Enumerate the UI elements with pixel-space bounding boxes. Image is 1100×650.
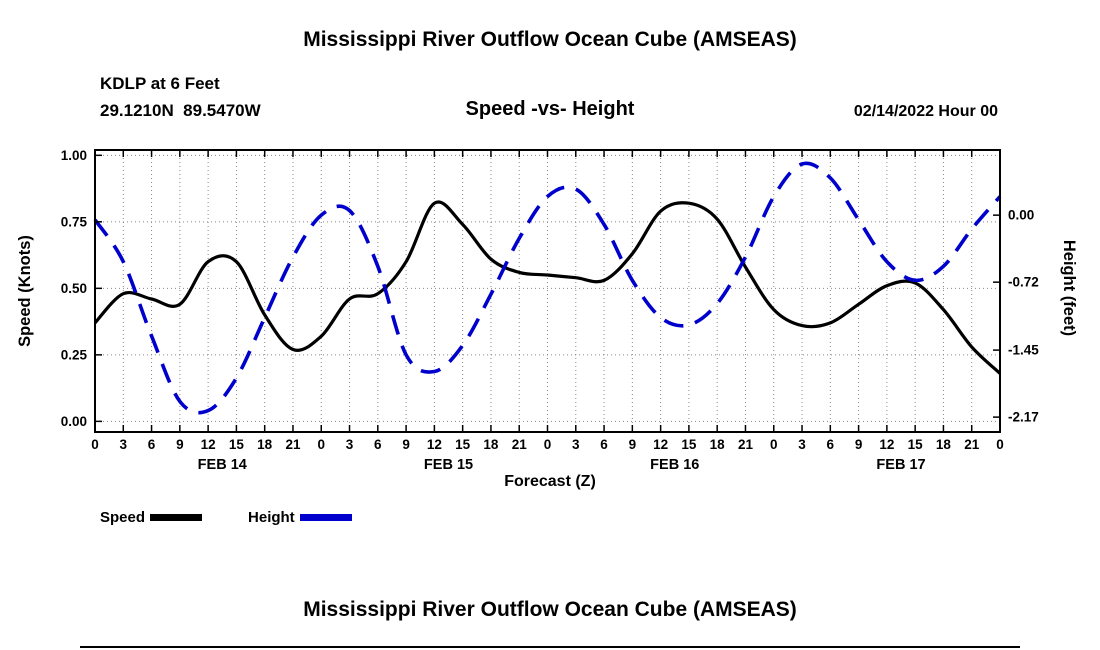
right-axis-title: Height (feet)	[1060, 240, 1078, 336]
series-lines	[93, 161, 1002, 415]
tick-labels: 0 3 6 9 12 15 18 21 0 3 6 9 12 15 18 21 0 3 6 9 12 15 18 21 0 3 6 9…	[61, 148, 1040, 473]
x-tick-label: 18	[710, 437, 726, 452]
x-tick-label: 12	[879, 437, 894, 452]
coordinates-label: 29.1210N 89.5470W	[100, 101, 261, 120]
right-tick-label: -1.45	[1008, 343, 1039, 358]
x-axis-title: Forecast (Z)	[504, 473, 596, 490]
x-tick-label: 0	[996, 437, 1004, 452]
x-tick-label: 6	[600, 437, 608, 452]
left-tick-label: 0.50	[61, 281, 87, 296]
x-tick-label: 9	[176, 437, 184, 452]
x-tick-label: 15	[229, 437, 245, 452]
x-tick-label: 3	[346, 437, 354, 452]
right-tick-label: -2.17	[1008, 410, 1039, 425]
x-tick-label: 3	[798, 437, 806, 452]
x-day-label: FEB 16	[650, 457, 699, 473]
x-tick-label: 9	[629, 437, 637, 452]
datetime-label: 02/14/2022 Hour 00	[853, 103, 998, 120]
x-tick-label: 18	[483, 437, 499, 452]
x-tick-label: 0	[770, 437, 778, 452]
x-tick-label: 0	[317, 437, 325, 452]
x-tick-label: 0	[91, 437, 99, 452]
chart-title: Mississippi River Outflow Ocean Cube (AM…	[303, 28, 797, 51]
left-tick-label: 0.00	[61, 414, 87, 429]
x-tick-label: 3	[572, 437, 580, 452]
x-day-label: FEB 15	[424, 457, 473, 473]
legend-speed-label: Speed	[100, 509, 146, 526]
legend-height-swatch	[299, 514, 352, 521]
x-tick-label: 6	[827, 437, 835, 452]
left-tick-label: 0.75	[61, 214, 88, 229]
station-label: KDLP at 6 Feet	[100, 74, 220, 93]
x-tick-label: 18	[257, 437, 273, 452]
x-day-label: FEB 14	[198, 457, 247, 473]
x-tick-label: 3	[120, 437, 128, 452]
grid-lines	[95, 150, 1000, 432]
x-tick-label: 6	[148, 437, 156, 452]
x-tick-label: 21	[964, 437, 980, 452]
axis-ticks	[94, 150, 1001, 432]
plot-subtitle: Speed -vs- Height	[465, 98, 635, 120]
x-tick-label: 21	[512, 437, 528, 452]
x-tick-label: 12	[653, 437, 668, 452]
x-tick-label: 12	[201, 437, 216, 452]
x-tick-label: 9	[855, 437, 863, 452]
x-tick-label: 18	[936, 437, 952, 452]
left-axis-title: Speed (Knots)	[16, 235, 34, 347]
right-tick-label: 0.00	[1008, 208, 1034, 223]
x-tick-label: 12	[427, 437, 442, 452]
x-tick-label: 0	[544, 437, 552, 452]
x-tick-label: 15	[455, 437, 471, 452]
x-tick-label: 21	[738, 437, 754, 452]
right-tick-label: -0.72	[1008, 275, 1039, 290]
x-tick-label: 15	[681, 437, 697, 452]
x-tick-label: 21	[285, 437, 301, 452]
x-tick-label: 15	[908, 437, 924, 452]
second-chart-top-border	[80, 646, 1020, 648]
x-tick-label: 9	[402, 437, 410, 452]
legend-speed-swatch	[150, 514, 203, 521]
left-tick-label: 1.00	[61, 148, 87, 163]
legend-height-label: Height	[248, 509, 295, 526]
left-tick-label: 0.25	[61, 347, 88, 362]
legend: Speed Height	[100, 509, 352, 526]
x-tick-label: 6	[374, 437, 382, 452]
x-day-label: FEB 17	[876, 457, 925, 473]
series-speed-line	[93, 200, 1002, 375]
second-chart-title: Mississippi River Outflow Ocean Cube (AM…	[303, 598, 797, 621]
